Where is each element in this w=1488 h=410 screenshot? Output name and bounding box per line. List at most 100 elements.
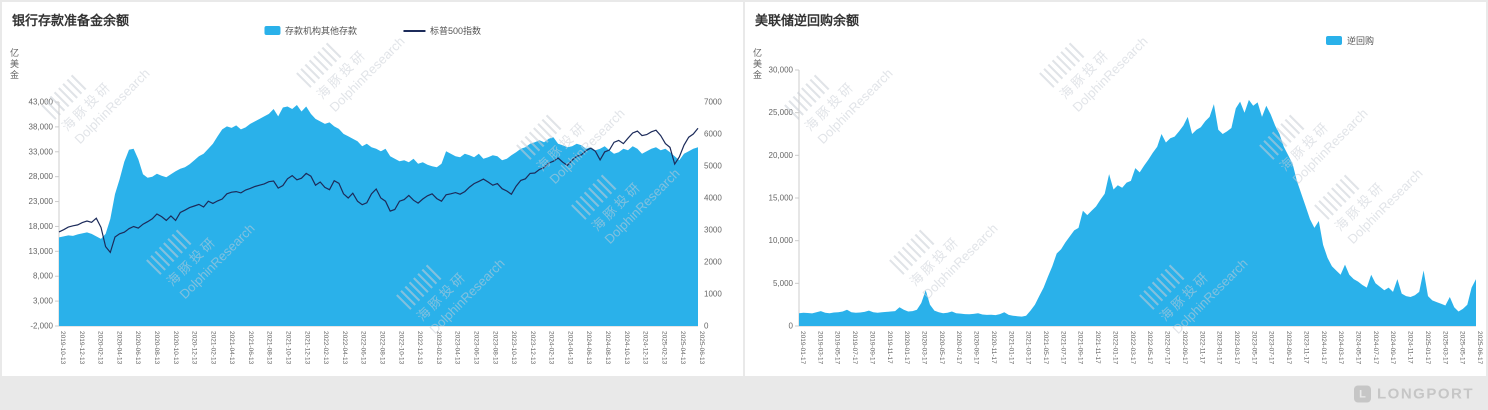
x-tick-label: 2024-06-13 xyxy=(585,331,592,365)
x-tick-label: 2022-01-17 xyxy=(1112,331,1119,365)
x-tick-label: 2019-05-17 xyxy=(834,331,841,365)
y-tick-label: 28,000 xyxy=(29,172,54,181)
x-tick-label: 2021-09-17 xyxy=(1077,331,1084,365)
x-tick-label: 2022-11-17 xyxy=(1198,331,1205,364)
y-tick-label: 15,000 xyxy=(769,194,794,203)
y-tick-label: 23,000 xyxy=(29,197,54,206)
legend-label: 逆回购 xyxy=(1346,36,1374,46)
reverse-repo-chart: 0 5,000 10,000 15,000 20,000 25,000 30,000 2019… xyxy=(769,66,1483,365)
area-series xyxy=(799,99,1476,327)
chart-title: 银行存款准备金余额 xyxy=(12,13,130,28)
x-tick-label: 2023-02-13 xyxy=(435,331,442,365)
x-tick-label: 2020-03-17 xyxy=(921,331,928,365)
x-tick-label: 2021-05-17 xyxy=(1042,331,1049,365)
x-tick-label: 2022-03-17 xyxy=(1129,331,1136,365)
chart-title: 美联储逆回购余额 xyxy=(755,13,860,28)
legend: 存款机构其他存款 标普500指数 xyxy=(263,24,481,37)
x-tick-label: 2021-08-13 xyxy=(266,331,273,365)
x-tick-label: 2024-10-13 xyxy=(623,331,630,365)
y-axis-unit-label: 亿美金 xyxy=(752,48,762,81)
longport-logo: L LONGPORT xyxy=(1354,385,1474,403)
area-series xyxy=(59,105,698,326)
y-tick-label: 8,000 xyxy=(33,272,54,281)
x-tick-label: 2021-03-17 xyxy=(1025,331,1032,365)
x-tick-label: 2020-11-17 xyxy=(990,331,997,364)
bank-reserves-chart: -2,000 3,000 8,000 13,000 18,000 23,000 28,000… xyxy=(29,98,723,365)
bank-reserves-panel: 银行存款准备金余额 亿美金 存款机构其他存款 标普500指数 -2,000 3,0… xyxy=(2,2,743,376)
y-tick-label: 33,000 xyxy=(29,147,54,156)
x-tick-label: 2022-08-13 xyxy=(379,331,386,365)
legend-item-deposits[interactable]: 存款机构其他存款 xyxy=(263,24,357,37)
x-tick-label: 2024-03-17 xyxy=(1337,331,1344,365)
x-tick-label: 2020-08-13 xyxy=(153,331,160,365)
x-tick-label: 2022-04-13 xyxy=(341,331,348,365)
legend-item-sp500[interactable]: 标普500指数 xyxy=(402,24,481,37)
x-tick-label: 2024-12-13 xyxy=(642,331,649,365)
x-tick-label: 2020-01-17 xyxy=(903,331,910,365)
longport-logo-text: LONGPORT xyxy=(1377,385,1474,403)
x-tick-label: 2024-05-17 xyxy=(1355,331,1362,365)
legend-item-repo[interactable]: 逆回购 xyxy=(1325,34,1374,47)
x-tick-label: 2021-07-17 xyxy=(1059,331,1066,365)
y2-tick-label: 5000 xyxy=(704,162,722,171)
x-tick-label: 2022-07-17 xyxy=(1164,331,1171,365)
x-tick-label: 2023-11-17 xyxy=(1302,331,1309,364)
x-tick-label: 2024-04-13 xyxy=(566,331,573,365)
x-tick-label: 2019-11-17 xyxy=(886,331,893,364)
y-tick-label: 3,000 xyxy=(33,297,54,306)
x-tick-label: 2019-01-17 xyxy=(799,331,806,365)
x-tick-label: 2021-02-13 xyxy=(209,331,216,365)
y-axis-unit-label: 亿美金 xyxy=(9,48,19,81)
x-tick-label: 2025-05-17 xyxy=(1459,331,1466,365)
x-tick-label: 2025-06-13 xyxy=(698,331,705,365)
x-tick-label: 2020-05-17 xyxy=(938,331,945,365)
x-tick-label: 2020-06-13 xyxy=(134,331,141,365)
x-tick-label: 2024-07-17 xyxy=(1372,331,1379,365)
x-tick-label: 2022-10-13 xyxy=(397,331,404,365)
y2-tick-label: 1000 xyxy=(704,290,722,299)
x-tick-label: 2023-01-17 xyxy=(1216,331,1223,365)
x-tick-label: 2025-04-13 xyxy=(679,331,686,365)
x-tick-label: 2025-02-13 xyxy=(660,331,667,365)
y2-tick-label: 0 xyxy=(704,322,709,331)
x-tick-label: 2024-09-17 xyxy=(1389,331,1396,365)
x-tick-label: 2024-01-17 xyxy=(1320,331,1327,365)
line-series xyxy=(58,127,699,254)
y-tick-label: 13,000 xyxy=(29,247,54,256)
y2-tick-label: 3000 xyxy=(704,226,722,235)
y-tick-label: 38,000 xyxy=(29,122,54,131)
y-tick-label: 30,000 xyxy=(769,66,794,75)
chart-panels: 银行存款准备金余额 亿美金 存款机构其他存款 标普500指数 -2,000 3,0… xyxy=(2,2,1486,376)
x-tick-label: 2019-10-13 xyxy=(59,331,66,365)
x-tick-label: 2021-06-13 xyxy=(247,331,254,365)
y-tick-label: -2,000 xyxy=(30,322,53,331)
x-tick-label: 2021-04-13 xyxy=(228,331,235,365)
x-tick-label: 2021-11-17 xyxy=(1094,331,1101,364)
x-tick-label: 2022-12-13 xyxy=(416,331,423,365)
x-tick-label: 2020-10-13 xyxy=(172,331,179,365)
legend-label: 存款机构其他存款 xyxy=(284,26,357,36)
x-tick-label: 2023-07-17 xyxy=(1268,331,1275,365)
y-tick-label: 20,000 xyxy=(769,151,794,160)
x-tick-label: 2025-06-17 xyxy=(1476,331,1483,365)
y-tick-label: 5,000 xyxy=(773,279,794,288)
x-tick-label: 2024-11-17 xyxy=(1407,331,1414,364)
x-tick-label: 2020-07-17 xyxy=(955,331,962,365)
x-tick-label: 2023-06-13 xyxy=(473,331,480,365)
x-tick-label: 2023-12-13 xyxy=(529,331,536,365)
line-swatch-icon xyxy=(402,29,425,32)
x-tick-label: 2022-06-13 xyxy=(360,331,367,365)
x-tick-label: 2024-02-13 xyxy=(548,331,555,365)
y-tick-label: 43,000 xyxy=(29,98,54,107)
legend: 逆回购 xyxy=(1325,34,1374,47)
x-tick-label: 2021-10-13 xyxy=(285,331,292,365)
y-tick-label: 18,000 xyxy=(29,222,54,231)
x-tick-label: 2021-01-17 xyxy=(1007,331,1014,365)
x-tick-label: 2023-09-17 xyxy=(1285,331,1292,365)
longport-logo-icon: L xyxy=(1354,385,1371,403)
footer: L LONGPORT xyxy=(0,378,1488,410)
x-tick-label: 2025-01-17 xyxy=(1424,331,1431,365)
x-tick-label: 2021-12-13 xyxy=(303,331,310,365)
x-tick-label: 2022-05-17 xyxy=(1146,331,1153,365)
